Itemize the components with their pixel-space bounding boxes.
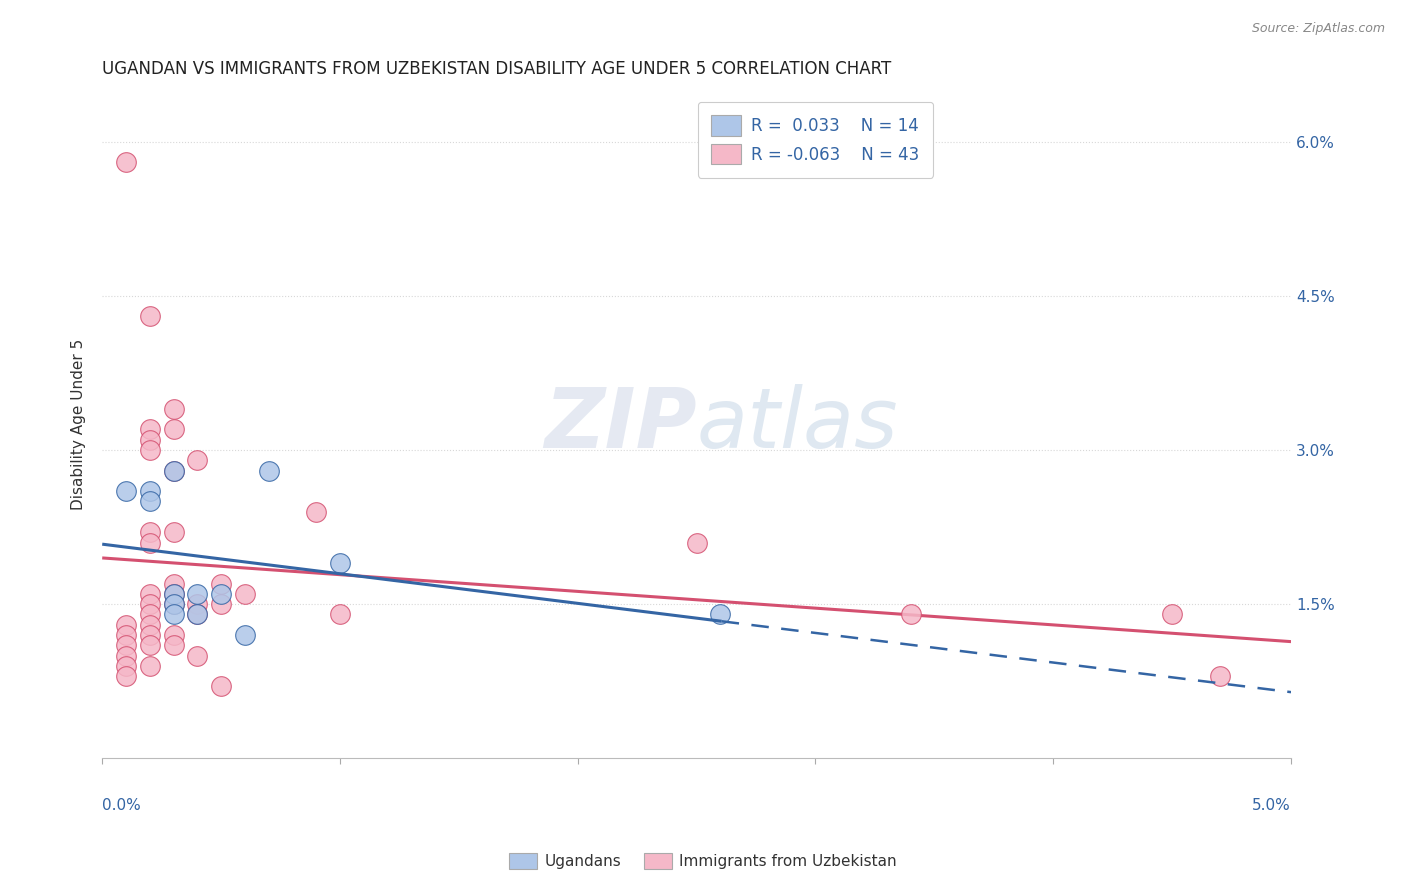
- Point: [139, 638, 162, 652]
- Point: [139, 433, 162, 447]
- Point: [139, 484, 162, 499]
- Text: 0.0%: 0.0%: [103, 798, 141, 814]
- Point: [162, 597, 184, 611]
- Point: [233, 628, 256, 642]
- Text: atlas: atlas: [696, 384, 898, 465]
- Point: [139, 607, 162, 622]
- Legend: Ugandans, Immigrants from Uzbekistan: Ugandans, Immigrants from Uzbekistan: [503, 847, 903, 875]
- Text: Source: ZipAtlas.com: Source: ZipAtlas.com: [1251, 22, 1385, 36]
- Point: [162, 464, 184, 478]
- Point: [329, 556, 352, 570]
- Point: [139, 525, 162, 540]
- Point: [305, 505, 328, 519]
- Point: [139, 658, 162, 673]
- Point: [1161, 607, 1184, 622]
- Point: [900, 607, 922, 622]
- Point: [209, 680, 232, 694]
- Point: [139, 535, 162, 549]
- Point: [162, 576, 184, 591]
- Point: [209, 587, 232, 601]
- Point: [115, 155, 138, 169]
- Point: [186, 648, 208, 663]
- Point: [209, 597, 232, 611]
- Text: ZIP: ZIP: [544, 384, 696, 465]
- Point: [186, 597, 208, 611]
- Point: [186, 607, 208, 622]
- Point: [162, 525, 184, 540]
- Point: [162, 464, 184, 478]
- Point: [685, 535, 707, 549]
- Point: [186, 587, 208, 601]
- Point: [162, 628, 184, 642]
- Point: [209, 576, 232, 591]
- Legend: R =  0.033    N = 14, R = -0.063    N = 43: R = 0.033 N = 14, R = -0.063 N = 43: [697, 102, 934, 178]
- Point: [139, 597, 162, 611]
- Text: 5.0%: 5.0%: [1253, 798, 1291, 814]
- Point: [233, 587, 256, 601]
- Point: [162, 607, 184, 622]
- Point: [162, 422, 184, 436]
- Point: [186, 453, 208, 467]
- Point: [139, 617, 162, 632]
- Point: [139, 310, 162, 324]
- Point: [115, 484, 138, 499]
- Point: [329, 607, 352, 622]
- Point: [162, 587, 184, 601]
- Point: [139, 628, 162, 642]
- Point: [139, 442, 162, 457]
- Point: [186, 607, 208, 622]
- Point: [162, 587, 184, 601]
- Point: [139, 587, 162, 601]
- Point: [257, 464, 280, 478]
- Point: [115, 628, 138, 642]
- Point: [139, 422, 162, 436]
- Point: [115, 648, 138, 663]
- Point: [139, 494, 162, 508]
- Point: [115, 638, 138, 652]
- Point: [1208, 669, 1230, 683]
- Point: [709, 607, 731, 622]
- Point: [162, 597, 184, 611]
- Y-axis label: Disability Age Under 5: Disability Age Under 5: [72, 339, 86, 510]
- Point: [115, 669, 138, 683]
- Point: [115, 658, 138, 673]
- Point: [115, 617, 138, 632]
- Point: [162, 638, 184, 652]
- Text: UGANDAN VS IMMIGRANTS FROM UZBEKISTAN DISABILITY AGE UNDER 5 CORRELATION CHART: UGANDAN VS IMMIGRANTS FROM UZBEKISTAN DI…: [103, 60, 891, 78]
- Point: [162, 401, 184, 416]
